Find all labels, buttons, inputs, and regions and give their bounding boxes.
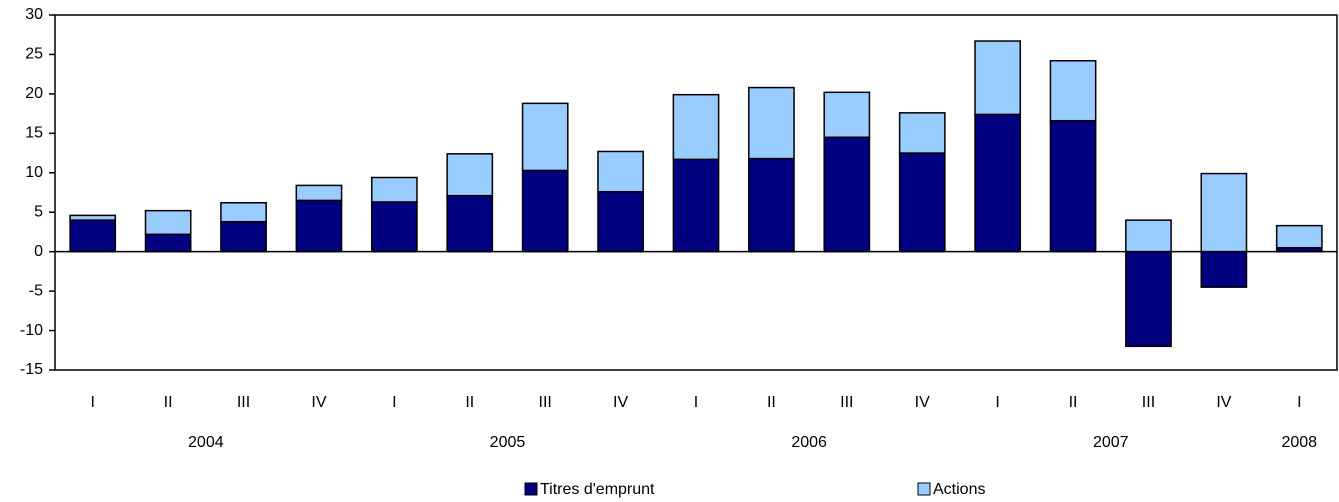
bar-segment bbox=[1049, 119, 1097, 253]
y-tick-label: 25 bbox=[25, 46, 43, 63]
x-tick-label: III bbox=[237, 394, 250, 411]
y-tick-label: -15 bbox=[20, 361, 43, 378]
bar-segment bbox=[974, 113, 1022, 253]
bar-segment bbox=[1200, 172, 1248, 253]
x-tick-label: I bbox=[90, 394, 94, 411]
x-tick-label: I bbox=[694, 394, 698, 411]
bar-segment bbox=[597, 150, 644, 193]
bar-segment bbox=[295, 184, 343, 202]
bar-segment bbox=[446, 153, 494, 197]
plot-frame bbox=[54, 14, 1338, 371]
bar-segment bbox=[823, 136, 871, 253]
y-tick-label: 20 bbox=[25, 85, 43, 102]
bar-segment bbox=[1200, 250, 1248, 288]
legend-swatch bbox=[917, 482, 931, 496]
bar-segment bbox=[69, 219, 117, 253]
group-label: 2005 bbox=[490, 434, 526, 451]
bar-segment bbox=[521, 169, 569, 253]
legend-label: Actions bbox=[933, 481, 985, 498]
x-tick-label: IV bbox=[613, 394, 628, 411]
bar-segment bbox=[144, 233, 192, 253]
y-tick-label: -5 bbox=[29, 282, 43, 299]
bar-segment bbox=[898, 152, 946, 253]
bar-segment bbox=[1125, 250, 1172, 348]
x-tick-label: I bbox=[1297, 394, 1301, 411]
x-tick-label: I bbox=[995, 394, 999, 411]
y-tick-label: 0 bbox=[34, 243, 43, 260]
bar-segment bbox=[220, 220, 267, 253]
bar-segment bbox=[898, 112, 946, 154]
bar-segment bbox=[69, 214, 117, 221]
bar-segment bbox=[748, 86, 795, 160]
x-tick-label: II bbox=[767, 394, 776, 411]
bar-segment bbox=[370, 176, 418, 203]
y-tick-label: 5 bbox=[34, 203, 43, 220]
bar-segment bbox=[220, 202, 267, 223]
group-label: 2008 bbox=[1281, 434, 1317, 451]
x-tick-label: III bbox=[539, 394, 552, 411]
x-tick-label: III bbox=[840, 394, 853, 411]
x-tick-label: II bbox=[164, 394, 173, 411]
x-tick-label: IV bbox=[1216, 394, 1231, 411]
bar-segment bbox=[370, 201, 418, 253]
bar-segment bbox=[672, 93, 720, 161]
group-label: 2004 bbox=[188, 434, 224, 451]
bar-segment bbox=[597, 190, 644, 253]
bar-segment bbox=[1275, 224, 1323, 249]
y-tick-label: 30 bbox=[25, 6, 43, 23]
bar-segment bbox=[295, 199, 343, 253]
x-tick-label: IV bbox=[915, 394, 930, 411]
bar-segment bbox=[446, 194, 494, 253]
y-tick-label: 10 bbox=[25, 164, 43, 181]
bar-segment bbox=[1125, 219, 1172, 253]
bar-segment bbox=[974, 40, 1022, 116]
bar-segment bbox=[144, 209, 192, 236]
x-tick-label: II bbox=[465, 394, 474, 411]
bar-segment bbox=[748, 157, 795, 253]
group-label: 2006 bbox=[791, 434, 827, 451]
x-tick-label: II bbox=[1069, 394, 1078, 411]
x-tick-label: III bbox=[1142, 394, 1155, 411]
x-tick-label: IV bbox=[311, 394, 326, 411]
bar-segment bbox=[672, 158, 720, 253]
y-tick-label: 15 bbox=[25, 125, 43, 142]
legend-label: Titres d'emprunt bbox=[540, 481, 655, 498]
bar-segment bbox=[1049, 60, 1097, 122]
x-tick-label: I bbox=[392, 394, 396, 411]
legend-swatch bbox=[524, 482, 538, 496]
y-tick-label: -10 bbox=[20, 322, 43, 339]
bar-segment bbox=[823, 91, 871, 139]
group-label: 2007 bbox=[1093, 434, 1129, 451]
bar-segment bbox=[521, 102, 569, 172]
